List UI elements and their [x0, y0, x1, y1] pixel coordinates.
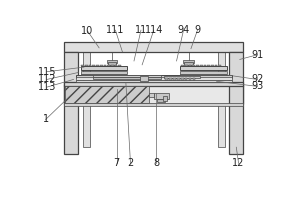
Bar	[183, 60, 194, 63]
Text: 8: 8	[153, 158, 159, 168]
Bar	[80, 74, 126, 75]
Bar	[164, 76, 200, 78]
Bar	[211, 65, 214, 66]
Bar	[140, 76, 148, 81]
Bar	[93, 75, 161, 77]
Bar	[193, 78, 195, 80]
Bar	[184, 62, 193, 65]
Bar	[177, 78, 180, 80]
Bar	[89, 65, 92, 66]
Text: 111: 111	[106, 25, 124, 35]
Bar	[185, 78, 188, 80]
Bar	[76, 77, 232, 80]
Bar	[103, 65, 106, 66]
Bar	[181, 74, 226, 75]
Bar	[165, 78, 168, 80]
Text: 9: 9	[194, 25, 200, 35]
Bar	[148, 93, 154, 97]
Text: 10: 10	[81, 26, 94, 36]
Bar	[80, 71, 127, 74]
Bar	[93, 77, 161, 79]
Bar	[196, 65, 199, 66]
Bar	[163, 96, 167, 101]
Bar	[107, 65, 110, 66]
Bar	[229, 52, 243, 154]
Bar	[65, 86, 149, 103]
Bar	[181, 78, 184, 80]
Bar	[207, 65, 210, 66]
Bar	[92, 65, 95, 66]
Bar	[83, 52, 90, 147]
Text: 112: 112	[38, 74, 56, 84]
Text: 7: 7	[113, 158, 120, 168]
Bar	[181, 71, 227, 74]
Bar	[181, 65, 184, 66]
Bar	[100, 65, 103, 66]
Bar	[173, 78, 175, 80]
Text: 94: 94	[177, 25, 190, 35]
Text: 2: 2	[128, 158, 134, 168]
Bar	[80, 66, 127, 70]
Text: 93: 93	[251, 81, 263, 91]
Bar	[111, 65, 114, 66]
Bar	[203, 65, 206, 66]
Text: 12: 12	[232, 158, 245, 168]
Bar	[218, 52, 225, 147]
Text: 1: 1	[43, 114, 49, 124]
Bar	[181, 66, 227, 70]
Bar	[185, 65, 188, 66]
Bar	[64, 103, 243, 106]
Bar	[107, 60, 117, 63]
Bar	[96, 65, 99, 66]
Bar	[85, 65, 88, 66]
Bar	[169, 78, 172, 80]
Bar	[218, 65, 221, 66]
Bar	[200, 65, 202, 66]
Text: 92: 92	[251, 74, 263, 84]
Bar	[64, 82, 243, 86]
Bar	[76, 75, 232, 78]
Text: 115: 115	[38, 67, 56, 77]
Bar	[189, 65, 191, 66]
Bar	[64, 42, 243, 52]
Bar	[192, 65, 195, 66]
Bar	[64, 52, 78, 154]
Bar	[154, 93, 169, 99]
Bar	[189, 78, 191, 80]
Bar	[118, 65, 121, 66]
Bar	[108, 62, 116, 65]
Bar	[64, 85, 243, 104]
Text: 114: 114	[145, 25, 163, 35]
Bar	[81, 65, 84, 66]
Bar	[157, 99, 165, 102]
Text: 11: 11	[135, 25, 147, 35]
Text: 113: 113	[38, 82, 56, 92]
Text: 91: 91	[251, 50, 263, 60]
Bar	[115, 65, 118, 66]
Bar	[76, 80, 232, 82]
Bar	[215, 65, 217, 66]
